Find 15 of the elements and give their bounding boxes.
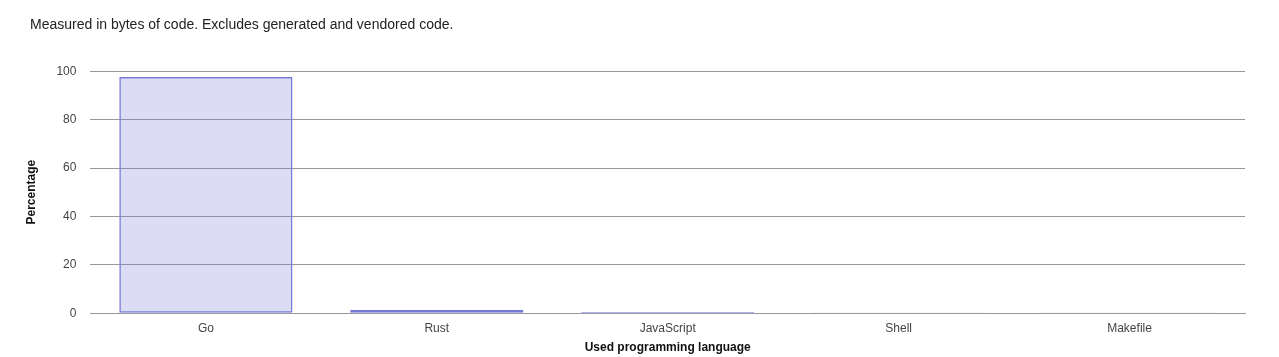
x-tick-label: Rust (424, 320, 450, 335)
x-tick-label: Go (197, 320, 215, 335)
x-tick-label: Makefile (1107, 320, 1153, 335)
bar (119, 77, 293, 313)
y-tick-label: 0 (69, 305, 77, 320)
y-tick-label: 60 (63, 160, 77, 175)
y-tick-label: 40 (63, 208, 77, 223)
x-axis-title: Used programming language (584, 340, 752, 355)
y-tick-label: 20 (63, 257, 77, 272)
y-axis-title: Percentage (23, 159, 38, 225)
x-tick-label: JavaScript (639, 320, 697, 335)
x-tick-label: Shell (885, 320, 912, 335)
y-tick-label: 80 (63, 111, 77, 126)
chart-title: Measured in bytes of code. Excludes generated and vendored code. (30, 16, 454, 32)
y-tick-label: 100 (56, 63, 77, 78)
